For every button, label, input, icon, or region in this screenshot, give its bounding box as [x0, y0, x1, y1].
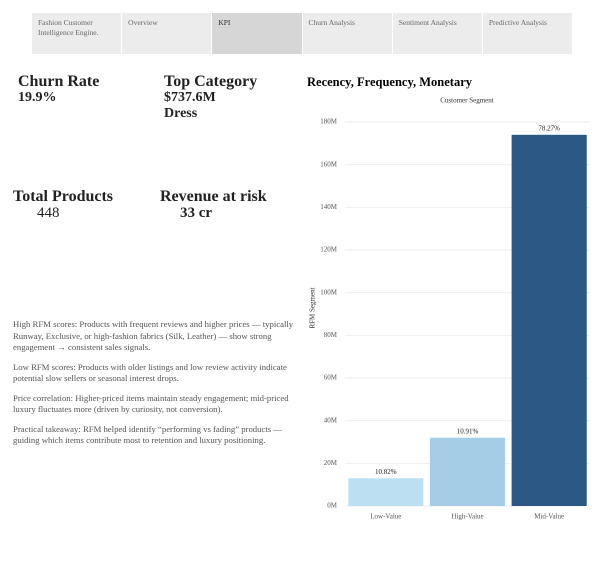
kpi-value: Dress	[164, 106, 198, 121]
kpi-card: Churn Rate 19.9%	[18, 74, 99, 106]
kpi-title: Churn Rate	[18, 73, 100, 90]
kpi-card: Total Products 448	[13, 188, 114, 222]
bar-annotation: 10.91%	[457, 427, 479, 435]
y-tick-label: 80M	[324, 331, 338, 339]
nav-tab[interactable]: KPI	[212, 13, 303, 54]
note-paragraph: Practical takeaway: RFM helped identify …	[13, 423, 282, 446]
nav-tab[interactable]: Predictive Analysis	[482, 13, 574, 54]
y-axis-title: RFM Segment	[309, 287, 317, 328]
y-tick-label: 180M	[320, 118, 338, 126]
bar	[429, 437, 506, 506]
kpi-title: Revenue at risk	[160, 188, 267, 205]
kpi-value: 19.9%	[18, 90, 57, 105]
y-tick-label: 20M	[324, 459, 338, 467]
kpi-value: $737.6M	[164, 90, 216, 105]
kpi-card: Top Category $737.6M Dress	[164, 74, 257, 122]
bar	[511, 134, 587, 507]
nav-tab[interactable]: Overview	[122, 13, 213, 54]
kpi-title: Total Products	[13, 188, 114, 205]
bar	[348, 478, 424, 506]
kpi-value: 448	[37, 205, 60, 221]
nav-tabs: Fashion Customer Intelligence Engine. Ove…	[32, 13, 574, 54]
chart-title: Recency, Frequency, Monetary	[307, 75, 473, 89]
y-tick-label: 100M	[320, 288, 338, 296]
x-tick-label: Low-Value	[370, 513, 401, 521]
nav-tab[interactable]: Sentiment Analysis	[392, 13, 483, 54]
nav-tab[interactable]: Churn Analysis	[302, 13, 393, 54]
kpi-card: Revenue at risk 33 cr	[160, 188, 267, 222]
bar-annotation: 10.82%	[375, 468, 397, 476]
legend-title: Customer Segment	[440, 97, 494, 105]
kpi-title: Top Category	[164, 73, 258, 90]
x-tick-label: High-Value	[451, 513, 483, 521]
y-tick-label: 120M	[320, 246, 338, 254]
y-tick-label: 160M	[320, 160, 338, 168]
x-tick-label: Mid-Value	[534, 513, 564, 521]
nav-tab[interactable]: Fashion Customer Intelligence Engine.	[32, 13, 123, 54]
note-paragraph: Low RFM scores: Products with older list…	[13, 361, 287, 384]
note-paragraph: Price correlation: Higher-priced items m…	[13, 392, 289, 415]
note-paragraph: High RFM scores: Products with frequent …	[13, 319, 294, 352]
bar-annotation: 78.27%	[538, 124, 560, 132]
y-tick-label: 140M	[320, 203, 338, 211]
y-tick-label: 0M	[327, 502, 338, 510]
y-tick-label: 40M	[324, 416, 338, 424]
kpi-value: 33 cr	[180, 205, 213, 221]
y-tick-label: 60M	[324, 374, 338, 382]
notes: High RFM scores: Products with frequent …	[13, 319, 298, 455]
